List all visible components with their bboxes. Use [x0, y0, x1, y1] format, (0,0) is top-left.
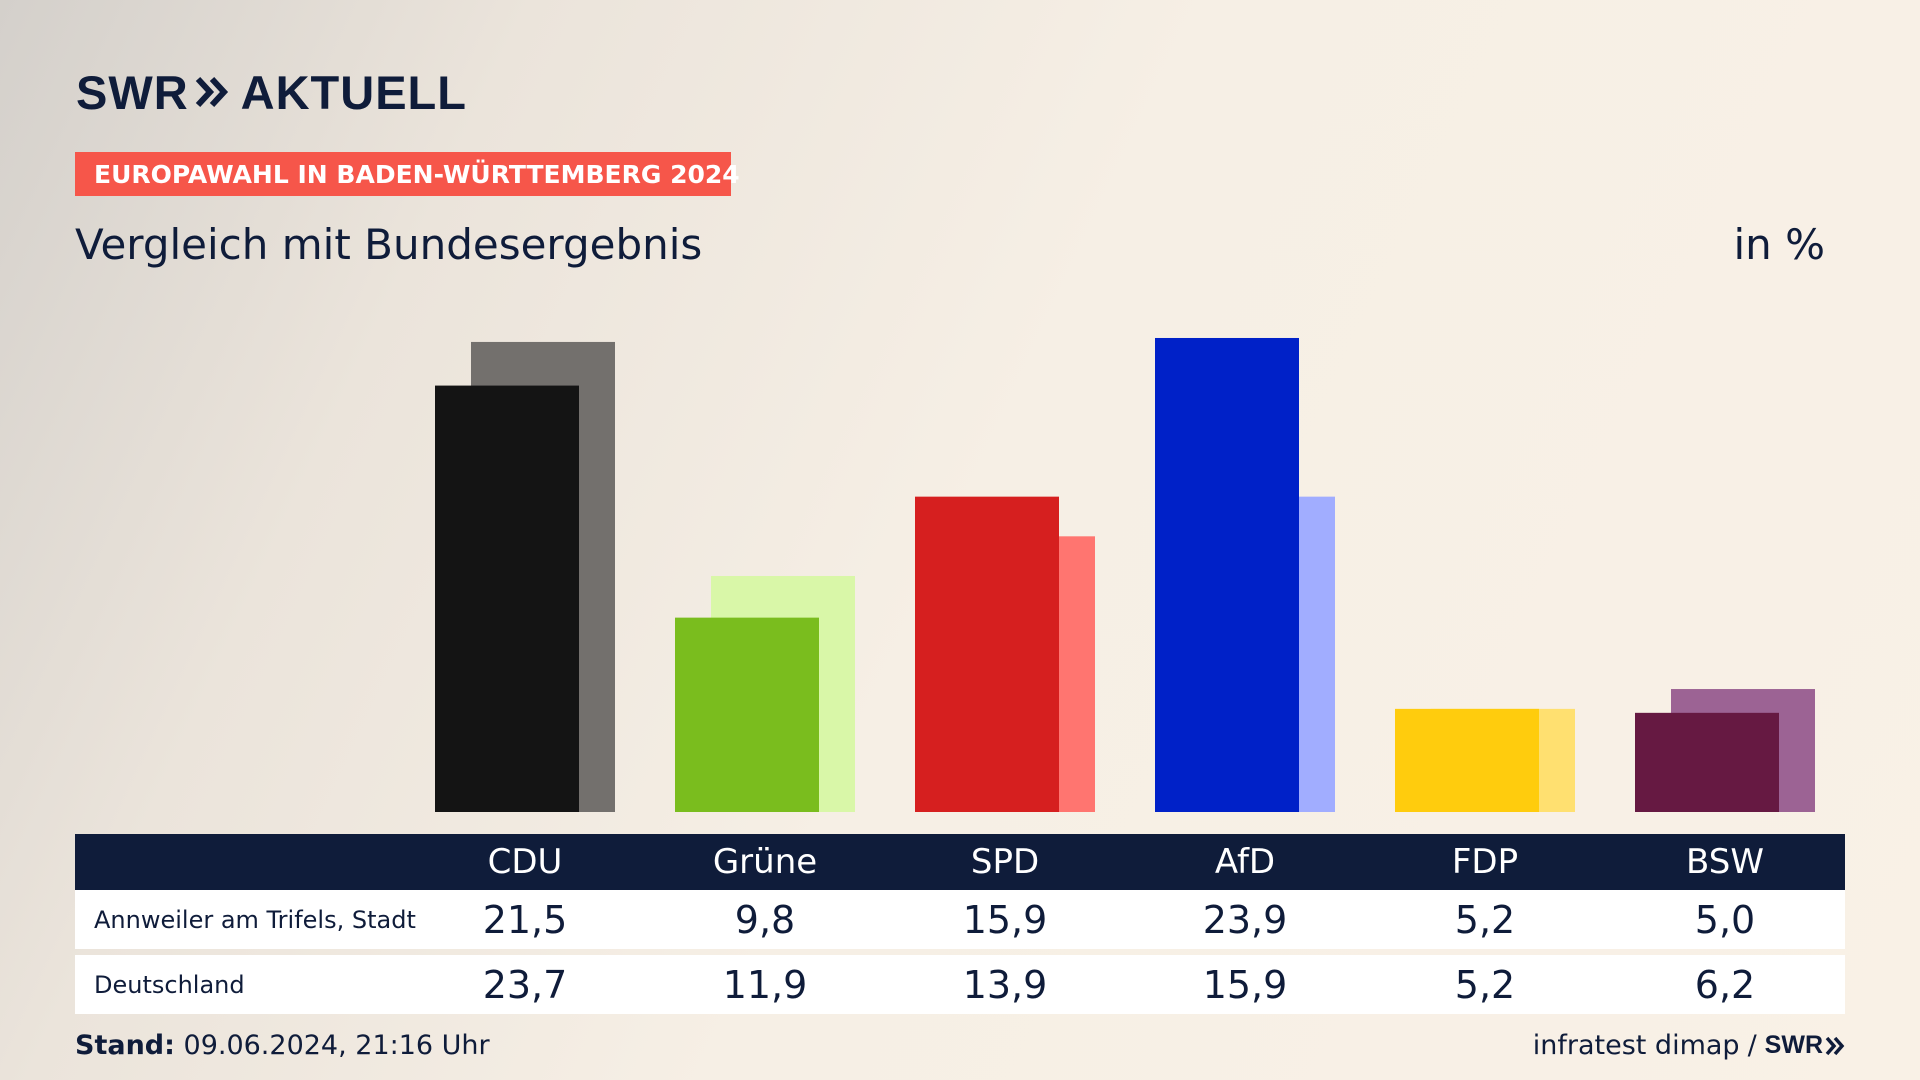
- table-cell: 13,9: [962, 962, 1048, 1007]
- source-credit: infratest dimap / SWR: [1533, 1030, 1845, 1061]
- bar-region-spd: [915, 496, 1059, 812]
- swr-aktuell-logo: SWR AKTUELL: [76, 66, 467, 119]
- logo-aktuell-text: AKTUELL: [240, 65, 467, 119]
- bar-region-bsw: [1635, 712, 1779, 812]
- column-header: AfD: [1214, 842, 1276, 882]
- row-label: Annweiler am Trifels, Stadt: [94, 905, 416, 934]
- table-cell: 5,2: [1454, 962, 1516, 1007]
- column-header: FDP: [1451, 842, 1519, 882]
- chart-subtitle: Vergleich mit Bundesergebnis: [75, 220, 703, 269]
- election-banner: EUROPAWAHL IN BADEN-WÜRTTEMBERG 2024: [75, 152, 740, 196]
- timestamp: Stand: 09.06.2024, 21:16 Uhr: [75, 1030, 490, 1061]
- column-header: BSW: [1686, 842, 1764, 882]
- source-separator: /: [1747, 1030, 1757, 1061]
- column-header: CDU: [487, 842, 563, 882]
- swr-small-text: SWR: [1764, 1031, 1823, 1059]
- table-cell: 6,2: [1694, 962, 1756, 1007]
- unit-label: in %: [1733, 220, 1825, 269]
- stand-value: 09.06.2024, 21:16 Uhr: [183, 1030, 490, 1061]
- table-cell: 15,9: [962, 897, 1048, 942]
- bar-region-cdu: [435, 385, 579, 812]
- table-row: Deutschland 23,7 11,9 13,9 15,9 5,2 6,2: [75, 955, 1845, 1014]
- table-cell: 5,0: [1694, 897, 1756, 942]
- bar-chart: [435, 337, 1815, 812]
- column-header: Grüne: [712, 842, 818, 882]
- stand-label: Stand:: [75, 1030, 175, 1061]
- table-cell: 23,9: [1202, 897, 1288, 942]
- table-cell: 9,8: [734, 897, 796, 942]
- table-cell: 15,9: [1202, 962, 1288, 1007]
- column-header: SPD: [970, 842, 1040, 882]
- bar-region-afd: [1155, 337, 1299, 812]
- table-cell: 23,7: [482, 962, 568, 1007]
- double-chevron-right-icon: [1825, 1036, 1845, 1055]
- results-table: CDU Grüne SPD AfD FDP BSW Annweiler am Trifel…: [75, 834, 1845, 1014]
- table-header: CDU Grüne SPD AfD FDP BSW: [75, 834, 1845, 890]
- table-cell: 11,9: [722, 962, 808, 1007]
- source-name: infratest dimap: [1532, 1030, 1740, 1061]
- row-label: Deutschland: [94, 970, 245, 999]
- table-row: Annweiler am Trifels, Stadt 21,5 9,8 15,9 23…: [75, 890, 1845, 949]
- table-cell: 5,2: [1454, 897, 1516, 942]
- swr-small-logo: SWR: [1765, 1031, 1845, 1060]
- bar-region-grüne: [675, 617, 819, 812]
- logo-swr-text: SWR: [76, 65, 189, 119]
- double-chevron-right-icon: [195, 76, 229, 108]
- bar-region-fdp: [1395, 708, 1539, 812]
- table-cell: 21,5: [482, 897, 568, 942]
